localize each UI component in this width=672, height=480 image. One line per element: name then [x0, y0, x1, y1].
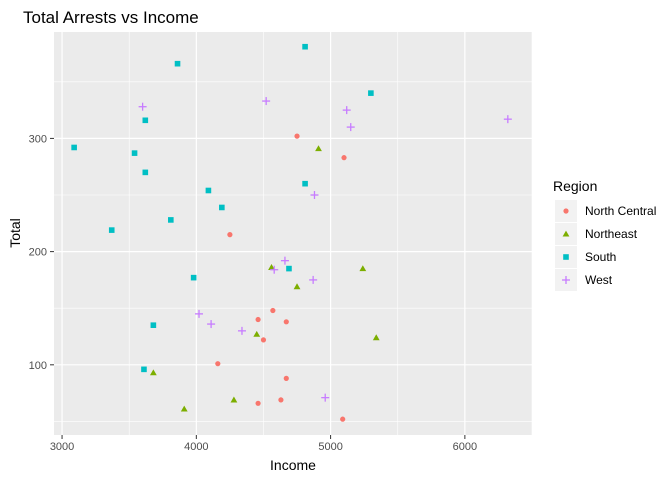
legend-label-north-central: North Central [585, 204, 656, 218]
x-tick-label: 3000 [50, 441, 74, 453]
x-tick-label: 6000 [453, 441, 477, 453]
legend-symbol-north-central [563, 208, 569, 214]
point-north-central [227, 232, 233, 238]
point-south [142, 117, 149, 124]
point-northeast [253, 330, 261, 337]
point-south [174, 60, 181, 67]
grid-lines [54, 32, 533, 435]
point-south [141, 366, 147, 373]
x-tick-label: 4000 [184, 441, 208, 453]
point-west [138, 102, 147, 111]
point-northeast [180, 405, 188, 412]
y-axis-title: Total [7, 218, 23, 248]
legend-title: Region [553, 178, 597, 194]
point-northeast [268, 264, 275, 271]
point-north-central [278, 397, 284, 403]
point-west [310, 191, 319, 200]
point-west [280, 256, 289, 265]
point-south [302, 180, 308, 187]
point-west [207, 320, 216, 329]
point-northeast [149, 369, 157, 376]
point-north-central [283, 375, 289, 381]
point-south [205, 187, 212, 194]
point-north-central [260, 337, 267, 343]
point-north-central [340, 416, 346, 422]
y-tick-label: 300 [29, 133, 47, 145]
y-tick-label: 200 [29, 247, 47, 259]
y-tick-label: 100 [29, 360, 47, 372]
legend-symbol-south [563, 254, 569, 260]
point-northeast [293, 283, 301, 290]
point-south [168, 217, 174, 223]
point-south [368, 90, 374, 96]
x-axis-title: Income [270, 457, 316, 473]
point-west [270, 265, 279, 274]
point-south [190, 274, 197, 281]
point-south [131, 150, 138, 156]
point-south [71, 144, 77, 151]
legend: Region North Central Northeast South West [553, 178, 656, 291]
plot-panel [54, 32, 532, 435]
point-north-central [294, 133, 300, 139]
point-north-central [283, 319, 289, 325]
legend-label-northeast: Northeast [585, 227, 638, 241]
point-northeast [372, 334, 380, 341]
point-south [219, 204, 225, 211]
point-west [195, 309, 204, 318]
chart-title: Total Arrests vs Income [23, 8, 199, 27]
point-west [503, 115, 512, 124]
point-west [342, 106, 351, 115]
point-northeast [359, 265, 367, 272]
point-south [302, 43, 308, 50]
point-north-central [255, 316, 261, 323]
point-west [346, 123, 355, 132]
point-west [262, 97, 271, 106]
point-north-central [341, 155, 347, 161]
axes: 3000 4000 5000 6000 100 200 300 [29, 133, 477, 453]
point-north-central [255, 400, 261, 406]
point-west [237, 326, 246, 335]
point-south [142, 169, 149, 176]
point-west [309, 275, 318, 284]
point-south [286, 265, 292, 272]
data-points [71, 43, 512, 422]
point-northeast [230, 396, 238, 403]
legend-label-south: South [585, 250, 616, 264]
legend-label-west: West [585, 273, 613, 287]
point-south [150, 322, 157, 328]
legend-symbol-west [562, 276, 570, 284]
point-north-central [215, 361, 221, 367]
legend-symbol-northeast [562, 230, 570, 237]
point-west [321, 393, 330, 402]
point-northeast [315, 145, 322, 152]
point-north-central [270, 307, 276, 314]
point-south [108, 227, 115, 233]
x-tick-label: 5000 [318, 441, 342, 453]
